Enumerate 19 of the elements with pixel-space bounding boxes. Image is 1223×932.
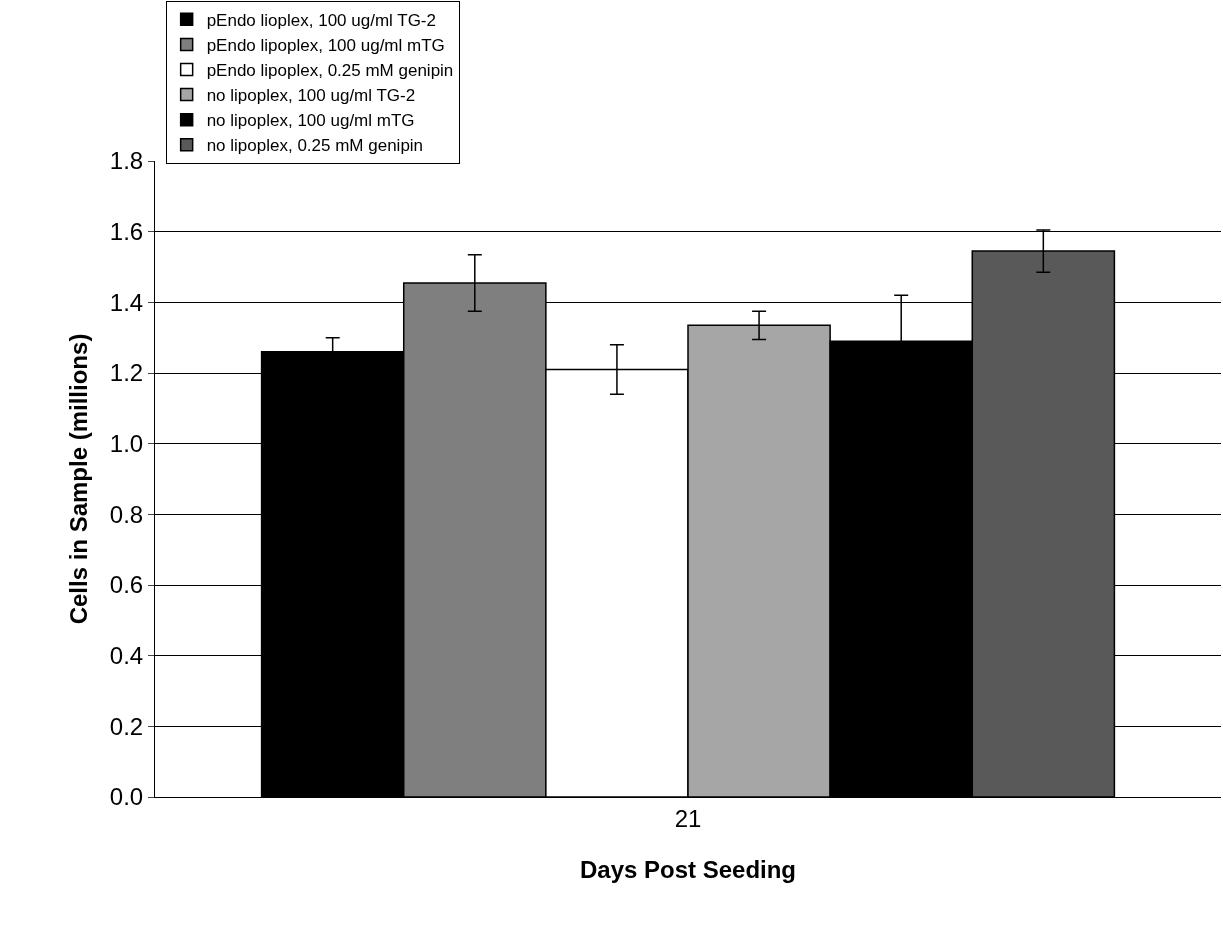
y-tick-label: 0.4 <box>109 642 144 670</box>
legend-label: no lipoplex, 0.25 mM genipin <box>206 136 424 156</box>
legend-label: no lipoplex, 100 ug/ml mTG <box>206 111 415 131</box>
y-axis-title: Cells in Sample (millions) <box>64 333 92 625</box>
y-tick-label: 1.6 <box>109 218 144 246</box>
x-tick-label: 21 <box>674 804 702 832</box>
y-tick-label: 0.2 <box>109 712 144 740</box>
y-tick-label: 1.4 <box>109 288 144 316</box>
y-tick-label: 1.0 <box>109 430 144 458</box>
y-tick-label: 0.8 <box>109 500 144 528</box>
legend-label: pEndo lipoplex, 0.25 mM genipin <box>206 61 454 81</box>
y-tick-label: 1.8 <box>109 147 144 175</box>
y-tick-label: 0.0 <box>109 783 144 811</box>
legend-label: no lipoplex, 100 ug/ml TG-2 <box>206 86 416 106</box>
x-axis-title: Days Post Seeding <box>579 856 797 884</box>
legend-label: pEndo lioplex, 100 ug/ml TG-2 <box>206 10 436 30</box>
y-tick-label: 0.6 <box>109 571 144 599</box>
legend-label: pEndo lipoplex, 100 ug/ml mTG <box>206 36 445 56</box>
y-tick-label: 1.2 <box>109 359 144 387</box>
